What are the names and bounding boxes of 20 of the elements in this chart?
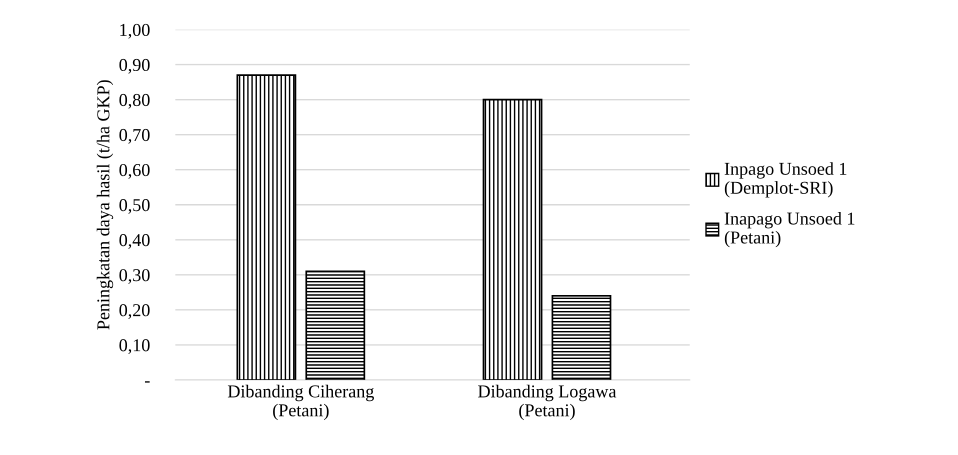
y-tick-label: 0,90 <box>119 58 150 74</box>
bar <box>236 74 296 380</box>
legend-label: Inpago Unsoed 1 (Demplot-SRI) <box>724 162 846 198</box>
y-tick-label: 0,30 <box>119 269 150 284</box>
y-tick-label: - <box>144 381 150 383</box>
x-tick-label: Dibanding Ciherang (Petani) <box>228 384 374 420</box>
legend-label: Inapago Unsoed 1 (Petani) <box>724 212 854 248</box>
y-tick-label: 1,00 <box>120 24 150 39</box>
bar <box>482 98 542 380</box>
y-tick-label: 0,70 <box>119 128 150 144</box>
x-tick-label: Dibanding Logawa (Petani) <box>478 384 616 420</box>
y-tick-label: 0,40 <box>119 234 150 249</box>
bar <box>305 270 366 380</box>
bar <box>552 295 612 380</box>
y-tick-label: 0,10 <box>119 339 150 354</box>
y-tick-label: 0,60 <box>119 164 150 179</box>
y-axis-title: Peningkatan daya hasil (t/ha GKP) <box>96 80 114 330</box>
y-tick-label: 0,20 <box>119 304 150 319</box>
y-tick-label: 0,80 <box>119 94 150 109</box>
y-tick-label: 0,50 <box>119 199 150 214</box>
